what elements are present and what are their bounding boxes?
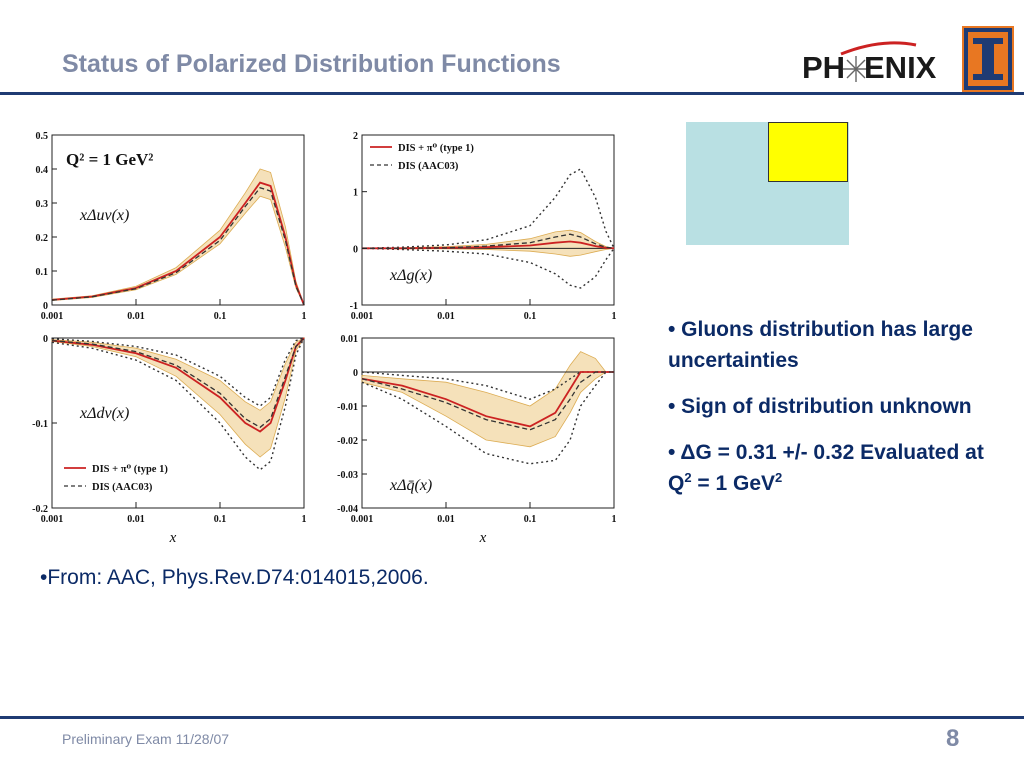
legend-label-1: DIS + π⁰ (type 1) — [398, 143, 474, 154]
x-tick-label: 0.01 — [127, 311, 145, 322]
x-tick-label: 1 — [302, 311, 307, 322]
panel-label: xΔdv(x) — [79, 405, 129, 422]
y-tick-label: -0.04 — [337, 504, 358, 515]
y-tick-label: -0.1 — [32, 419, 48, 430]
phenix-logo-enix: ENIX — [864, 50, 937, 85]
y-tick-label: -1 — [350, 301, 358, 312]
envelope-outer-upper — [51, 337, 305, 407]
x-axis-label: x — [479, 530, 487, 546]
y-tick-label: 0 — [43, 301, 48, 312]
legend-label-2: DIS (AAC03) — [398, 161, 459, 172]
y-tick-label: 0.4 — [36, 165, 49, 176]
phenix-logo: PH ENIX — [796, 32, 962, 90]
pdf-plots-svg: 0.001 0.01 0.1 1 0 0.1 0.2 0.3 0.4 0.5 xΔuv(x) Q² =… — [32, 131, 617, 546]
delta-g-mid: = 1 GeV — [691, 472, 776, 495]
page-number: 8 — [946, 725, 960, 752]
footer-text: Preliminary Exam 11/28/07 — [62, 731, 230, 747]
y-tick-label: 0.3 — [36, 199, 49, 210]
plot-frame — [51, 134, 305, 306]
series-line-1 — [51, 337, 305, 433]
y-tick-label: -0.02 — [337, 436, 358, 447]
panel-label: xΔq̄(x) — [389, 477, 432, 494]
illinois-logo-icon — [962, 26, 1014, 92]
legend-label-2: DIS (AAC03) — [92, 482, 153, 493]
phenix-logo-ph: PH — [802, 50, 846, 85]
x-tick-label: 0.01 — [437, 514, 455, 525]
legend-label-1: DIS + π⁰ (type 1) — [92, 464, 168, 475]
delta-g-sup1: 2 — [684, 470, 692, 485]
plots-figure: 0.001 0.01 0.1 1 0 0.1 0.2 0.3 0.4 0.5 xΔuv(x) Q² =… — [18, 120, 630, 560]
y-tick-label: -0.2 — [32, 504, 48, 515]
series-line-2 — [361, 371, 614, 431]
x-tick-label: 0.1 — [524, 514, 537, 525]
x-tick-label: 0.1 — [524, 311, 537, 322]
delta-g-prefix: • ΔG = 0.31 +/- 0.32 Evaluated at Q — [668, 441, 984, 495]
bullet-list: • Gluons distribution has large uncertai… — [668, 314, 1008, 514]
panel-label: xΔg(x) — [389, 267, 432, 284]
y-tick-label: 1 — [353, 188, 358, 199]
envelope-outer-lower — [51, 337, 305, 471]
y-tick-label: -0.01 — [337, 402, 358, 413]
x-tick-label: 1 — [612, 514, 617, 525]
envelope-outer-lower — [361, 247, 615, 289]
x-tick-label: 0.01 — [127, 514, 145, 525]
x-tick-label: 0.01 — [437, 311, 455, 322]
envelope-outer-lower — [361, 371, 614, 465]
y-tick-label: -0.03 — [337, 470, 358, 481]
y-tick-label: 0.01 — [341, 334, 359, 345]
y-tick-label: 0.1 — [36, 267, 49, 278]
y-tick-label: 2 — [353, 131, 358, 142]
x-tick-label: 1 — [612, 311, 617, 322]
delta-g-sup2: 2 — [775, 470, 783, 485]
y-tick-label: 0.2 — [36, 233, 49, 244]
x-tick-label: 0.001 — [351, 514, 374, 525]
y-tick-label: 0.5 — [36, 131, 49, 142]
plot-panel-4: 0.001 0.01 0.1 1 0.01 0 -0.01 -0.02 -0.03 -0.04 xΔ… — [337, 334, 616, 546]
plot-panel-1: 0.001 0.01 0.1 1 0 0.1 0.2 0.3 0.4 0.5 xΔuv(x) Q² =… — [36, 131, 307, 322]
bullet-gluon-uncertainty: • Gluons distribution has large uncertai… — [668, 318, 973, 372]
yellow-rectangle — [768, 122, 848, 182]
x-tick-label: 0.001 — [41, 514, 64, 525]
x-tick-label: 0.1 — [214, 514, 227, 525]
y-tick-label: 0 — [353, 244, 358, 255]
plot-frame — [361, 134, 615, 306]
series-line-2 — [51, 186, 305, 306]
bullet-delta-g: • ΔG = 0.31 +/- 0.32 Evaluated at Q2 = 1… — [668, 437, 1008, 499]
slide-title: Status of Polarized Distribution Functio… — [62, 50, 561, 78]
bullet-sign-unknown: • Sign of distribution unknown — [668, 395, 972, 418]
y-tick-label: 0 — [353, 368, 358, 379]
phenix-swoosh-icon — [840, 41, 917, 82]
x-axis-label: x — [169, 530, 177, 546]
x-tick-label: 0.001 — [41, 311, 64, 322]
uncertainty-band — [51, 336, 306, 458]
envelope-outer-upper — [361, 168, 615, 249]
series-line-1 — [361, 371, 614, 428]
reference-citation: •From: AAC, Phys.Rev.D74:014015,2006. — [40, 566, 429, 589]
panel-label: xΔuv(x) — [79, 207, 129, 224]
x-tick-label: 0.1 — [214, 311, 227, 322]
plot-panel-2: 0.001 0.01 0.1 1 -1 0 1 2 xΔg(x) DIS + π⁰ (type 1… — [350, 131, 617, 322]
x-tick-label: 0.001 — [351, 311, 374, 322]
y-tick-label: 0 — [43, 334, 48, 345]
x-tick-label: 1 — [302, 514, 307, 525]
title-divider — [0, 92, 1024, 95]
footer-divider — [0, 716, 1024, 719]
plot-panel-3: 0.001 0.01 0.1 1 0 -0.1 -0.2 xΔdv(x) DIS + π⁰ (t… — [32, 334, 306, 546]
series-line-1 — [362, 240, 615, 250]
series-line-2 — [362, 233, 615, 249]
q2-annotation: Q² = 1 GeV² — [66, 150, 153, 169]
